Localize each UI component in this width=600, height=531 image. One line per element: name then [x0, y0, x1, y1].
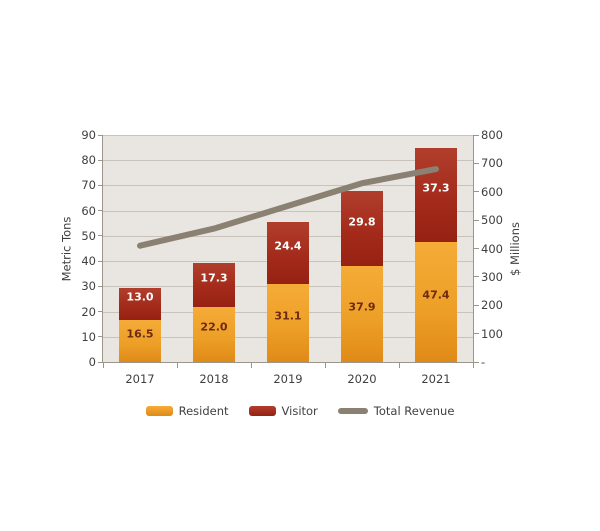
x-tick-label: 2018	[199, 372, 229, 386]
visitor-segment	[415, 148, 457, 243]
x-axis-tick	[177, 363, 178, 368]
visitor-value-label: 24.4	[274, 239, 302, 253]
left-tick-label: 80	[81, 153, 96, 168]
x-axis-tick	[251, 363, 252, 368]
x-tick-label: 2021	[421, 372, 451, 386]
right-tick-label: 700	[481, 156, 503, 171]
right-tick-label: -	[481, 355, 486, 369]
visitor-value-label: 29.8	[348, 215, 376, 229]
left-axis-tick	[98, 159, 103, 161]
right-axis-tick	[474, 248, 479, 249]
legend-label-visitor: Visitor	[281, 404, 318, 418]
right-axis-tick	[474, 276, 479, 278]
gridline	[103, 210, 473, 212]
legend-item-resident: Resident	[145, 404, 229, 418]
left-axis-tick	[98, 260, 103, 262]
left-axis-line	[102, 135, 103, 363]
left-tick-label: 20	[81, 304, 96, 319]
visitor-segment	[267, 222, 309, 284]
visitor-value-label: 13.0	[126, 290, 154, 304]
gridline	[103, 160, 473, 162]
visitor-value-label: 37.3	[422, 181, 450, 195]
resident-value-label: 31.1	[274, 309, 302, 323]
left-tick-label: 90	[81, 128, 96, 142]
total-revenue-line	[137, 166, 439, 249]
x-axis-line	[103, 362, 474, 363]
left-axis-tick	[98, 134, 103, 136]
gridline	[103, 135, 473, 136]
x-axis-tick	[473, 363, 474, 368]
bar-2018: 22.0 17.3	[193, 262, 235, 362]
left-axis-tick	[98, 210, 103, 212]
right-axis-tick	[474, 219, 479, 221]
right-axis-tick	[474, 304, 479, 306]
visitor-segment	[341, 191, 383, 267]
total-revenue-polyline	[137, 166, 439, 249]
right-tick-label: 800	[481, 128, 503, 142]
visitor-value-label: 17.3	[200, 271, 228, 285]
right-tick-label: 500	[481, 213, 503, 228]
legend-item-total-revenue: Total Revenue	[337, 404, 455, 418]
legend-label-resident: Resident	[178, 404, 229, 418]
left-axis-title: Metric Tons	[59, 216, 74, 282]
visitor-segment	[119, 287, 161, 321]
legend-item-visitor: Visitor	[248, 404, 318, 418]
left-axis-tick	[98, 184, 103, 186]
right-axis-tick	[474, 333, 479, 335]
legend-label-total-revenue: Total Revenue	[373, 404, 455, 418]
total-revenue-legend-swatch	[337, 408, 368, 414]
visitor-segment	[193, 262, 235, 307]
bar-2019: 31.1 24.4	[267, 222, 309, 362]
left-axis-tick	[98, 285, 103, 287]
right-axis-tick	[474, 191, 479, 193]
left-tick-label: 0	[88, 355, 96, 369]
resident-segment	[415, 242, 457, 362]
resident-segment	[341, 266, 383, 362]
resident-value-label: 16.5	[126, 327, 154, 341]
right-axis-line	[473, 135, 474, 363]
legend: Resident Visitor Total Revenue	[0, 400, 600, 422]
gridline	[103, 185, 473, 187]
left-axis-tick	[98, 235, 103, 237]
left-tick-label: 60	[81, 203, 96, 218]
resident-value-label: 22.0	[200, 320, 228, 334]
bar-2021: 47.4 37.3	[415, 148, 457, 362]
resident-value-label: 37.9	[348, 300, 376, 314]
left-tick-label: 10	[81, 329, 96, 344]
left-tick-label: 70	[81, 178, 96, 193]
resident-value-label: 47.4	[422, 288, 450, 302]
left-axis-tick	[98, 311, 103, 313]
visitor-legend-swatch	[248, 406, 276, 416]
resident-segment	[193, 306, 235, 362]
x-tick-label: 2017	[125, 372, 155, 386]
x-axis-tick	[325, 363, 326, 368]
right-tick-label: 200	[481, 298, 503, 313]
right-tick-label: 300	[481, 269, 503, 284]
right-axis-tick	[474, 134, 479, 136]
right-axis-tick	[474, 361, 479, 363]
left-tick-label: 30	[81, 279, 96, 294]
resident-segment	[267, 283, 309, 362]
x-axis-tick	[103, 363, 104, 368]
bar-2020: 37.9 29.8	[341, 191, 383, 362]
x-tick-label: 2019	[273, 372, 303, 386]
bar-2017: 16.5 13.0	[119, 287, 161, 362]
right-tick-label: 400	[481, 241, 503, 256]
right-axis-tick	[474, 162, 479, 164]
resident-segment	[119, 320, 161, 362]
left-axis-tick	[98, 336, 103, 338]
left-axis-tick	[98, 361, 103, 363]
x-tick-label: 2020	[347, 372, 377, 386]
right-tick-label: 100	[481, 326, 503, 341]
left-tick-label: 50	[81, 228, 96, 243]
right-tick-label: 600	[481, 184, 503, 199]
x-axis-tick	[399, 363, 400, 368]
left-tick-label: 40	[81, 254, 96, 269]
resident-legend-swatch	[145, 406, 173, 416]
